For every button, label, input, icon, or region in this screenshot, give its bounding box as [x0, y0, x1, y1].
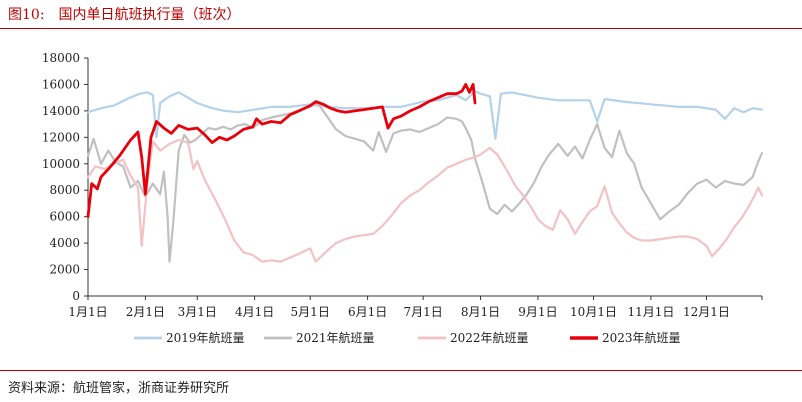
- y-tick-label: 8000: [49, 183, 80, 197]
- y-tick-label: 14000: [42, 104, 80, 118]
- y-tick-label: 16000: [42, 77, 80, 91]
- series-line-4: [86, 83, 477, 219]
- x-tick-label: 8月1日: [461, 305, 500, 319]
- x-tick-label: 1月1日: [68, 305, 107, 319]
- y-tick-label: 4000: [49, 236, 80, 250]
- x-tick-label: 6月1日: [348, 305, 387, 319]
- y-tick-label: 2000: [49, 263, 80, 277]
- y-tick-label: 6000: [49, 210, 80, 224]
- series-line-3: [86, 138, 764, 263]
- legend-label: 2019年航班量: [166, 330, 245, 345]
- x-tick-label: 11月1日: [627, 305, 674, 319]
- x-tick-label: 3月1日: [178, 305, 217, 319]
- x-tick-label: 2月1日: [126, 305, 165, 319]
- title-rule: [0, 28, 802, 29]
- legend-label: 2022年航班量: [450, 330, 529, 345]
- y-tick-label: 12000: [42, 130, 80, 144]
- figure-number: 图10:: [8, 7, 45, 23]
- y-tick-label: 0: [72, 289, 80, 303]
- x-tick-label: 7月1日: [404, 305, 443, 319]
- y-tick-label: 10000: [42, 157, 80, 171]
- source-note: 资料来源：航班管家，浙商证券研究所: [8, 381, 230, 396]
- legend-label: 2021年航班量: [296, 330, 375, 345]
- figure-title-text: 国内单日航班执行量（班次）: [58, 7, 241, 23]
- series-line-1: [86, 89, 764, 140]
- series-line-2: [86, 101, 764, 263]
- source-rule: [0, 370, 802, 371]
- x-tick-label: 4月1日: [235, 305, 274, 319]
- figure-title: 图10: 国内单日航班执行量（班次）: [8, 4, 241, 24]
- x-tick-label: 12月1日: [683, 305, 730, 319]
- x-tick-label: 5月1日: [291, 305, 330, 319]
- legend-label: 2023年航班量: [602, 330, 681, 345]
- x-tick-label: 9月1日: [518, 305, 557, 319]
- y-tick-label: 18000: [42, 51, 80, 65]
- x-tick-label: 10月1日: [570, 305, 617, 319]
